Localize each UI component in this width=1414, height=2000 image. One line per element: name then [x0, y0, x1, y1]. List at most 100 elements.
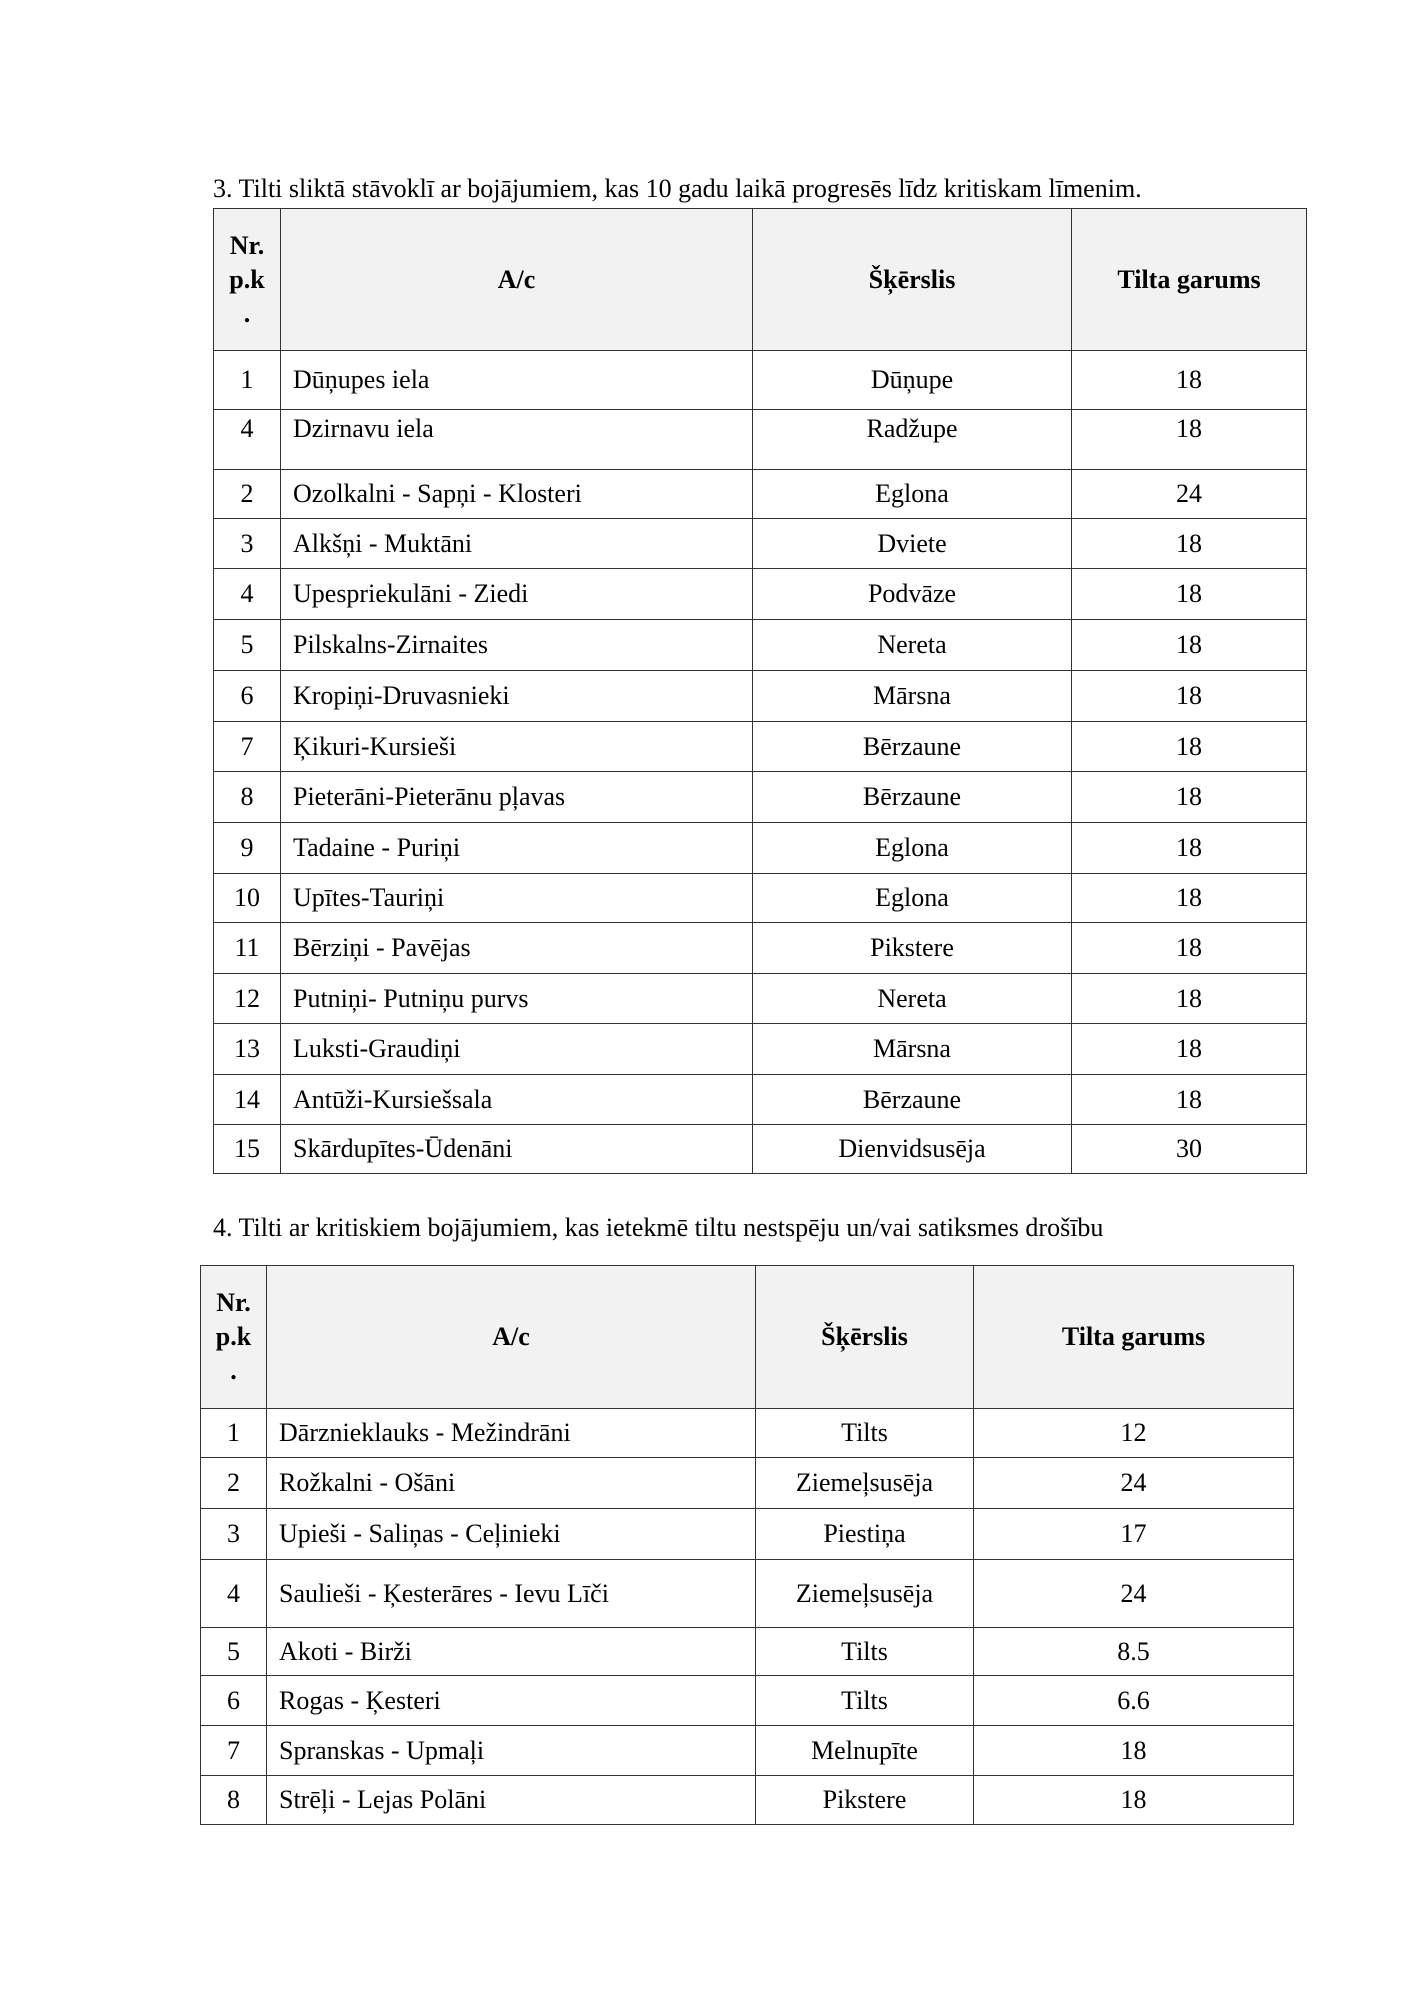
table-row: 4 Saulieši - Ķesterāres - Ievu Līči Ziemeļ… [200, 1559, 1294, 1628]
cell-skerslis: Dienvidsusēja [752, 1124, 1072, 1174]
cell-skerslis: Eglona [752, 469, 1072, 519]
cell-garums: 18 [1071, 973, 1307, 1024]
cell-garums: 18 [1071, 721, 1307, 772]
header-nr: Nr. p.k. [213, 208, 281, 351]
table-critical-bridges: Nr. p.k. A/c Šķērslis Tilta garums 1 Dārz… [200, 1265, 1294, 1825]
cell-skerslis: Dviete [752, 518, 1072, 569]
table-row: 15 Skārdupītes-Ūdenāni Dienvidsusēja 30 [213, 1124, 1307, 1174]
cell-skerslis: Pikstere [752, 922, 1072, 974]
table-row: 5 Pilskalns-Zirnaites Nereta 18 [213, 619, 1307, 671]
cell-nr: 2 [213, 469, 281, 519]
cell-nr: 8 [200, 1775, 267, 1825]
cell-nr: 12 [213, 973, 281, 1024]
cell-ac: Pieterāni-Pieterānu pļavas [280, 771, 753, 823]
cell-skerslis: Eglona [752, 822, 1072, 874]
cell-ac: Spranskas - Upmaļi [266, 1725, 756, 1776]
cell-skerslis: Nereta [752, 619, 1072, 671]
cell-garums: 18 [973, 1725, 1294, 1776]
cell-nr: 8 [213, 771, 281, 823]
cell-ac: Rožkalni - Ošāni [266, 1457, 756, 1509]
cell-garums: 24 [1071, 469, 1307, 519]
table-row: 1 Dārznieklauks - Mežindrāni Tilts 12 [200, 1408, 1294, 1458]
table-row: 11 Bērziņi - Pavējas Pikstere 18 [213, 922, 1307, 974]
cell-garums: 18 [1071, 670, 1307, 722]
cell-ac: Ozolkalni - Sapņi - Klosteri [280, 469, 753, 519]
table-row: 9 Tadaine - Puriņi Eglona 18 [213, 822, 1307, 874]
cell-skerslis: Tilts [755, 1627, 974, 1676]
cell-nr: 7 [200, 1725, 267, 1776]
table-row: 8 Strēļi - Lejas Polāni Pikstere 18 [200, 1775, 1294, 1825]
cell-garums: 18 [1071, 922, 1307, 974]
cell-skerslis: Mārsna [752, 670, 1072, 722]
cell-garums: 17 [973, 1508, 1294, 1560]
table-row: 12 Putniņi- Putniņu purvs Nereta 18 [213, 973, 1307, 1024]
cell-ac: Ķikuri-Kursieši [280, 721, 753, 772]
cell-ac: Antūži-Kursiešsala [280, 1074, 753, 1125]
cell-garums: 18 [1071, 619, 1307, 671]
header-ac: A/c [280, 208, 753, 351]
cell-skerslis: Bērzaune [752, 1074, 1072, 1125]
header-garums: Tilta garums [1071, 208, 1307, 351]
cell-skerslis: Dūņupe [752, 350, 1072, 410]
cell-ac: Luksti-Graudiņi [280, 1023, 753, 1075]
cell-skerslis: Bērzaune [752, 721, 1072, 772]
cell-nr: 13 [213, 1023, 281, 1075]
cell-garums: 18 [1071, 568, 1307, 620]
cell-nr: 5 [200, 1627, 267, 1676]
cell-nr: 9 [213, 822, 281, 874]
cell-ac: Skārdupītes-Ūdenāni [280, 1124, 753, 1174]
table-row: 7 Spranskas - Upmaļi Melnupīte 18 [200, 1725, 1294, 1776]
cell-nr: 2 [200, 1457, 267, 1509]
cell-nr: 10 [213, 873, 281, 923]
cell-nr: 1 [213, 350, 281, 410]
cell-ac: Dūņupes iela [280, 350, 753, 410]
cell-garums: 18 [1071, 518, 1307, 569]
cell-skerslis: Tilts [755, 1408, 974, 1458]
cell-garums: 18 [1071, 409, 1307, 470]
cell-garums: 18 [1071, 350, 1307, 410]
cell-ac: Saulieši - Ķesterāres - Ievu Līči [266, 1559, 756, 1628]
cell-ac: Upītes-Tauriņi [280, 873, 753, 923]
cell-ac: Dārznieklauks - Mežindrāni [266, 1408, 756, 1458]
cell-nr: 1 [200, 1408, 267, 1458]
cell-garums: 18 [1071, 873, 1307, 923]
cell-ac: Tadaine - Puriņi [280, 822, 753, 874]
cell-skerslis: Pikstere [755, 1775, 974, 1825]
cell-ac: Strēļi - Lejas Polāni [266, 1775, 756, 1825]
cell-nr: 6 [213, 670, 281, 722]
header-skerslis: Šķērslis [755, 1265, 974, 1409]
table-row: 13 Luksti-Graudiņi Mārsna 18 [213, 1023, 1307, 1075]
cell-ac: Upespriekulāni - Ziedi [280, 568, 753, 620]
cell-garums: 12 [973, 1408, 1294, 1458]
cell-garums: 18 [1071, 822, 1307, 874]
cell-skerslis: Eglona [752, 873, 1072, 923]
cell-nr: 5 [213, 619, 281, 671]
cell-nr: 4 [213, 409, 281, 470]
cell-ac: Dzirnavu iela [280, 409, 753, 470]
cell-ac: Rogas - Ķesteri [266, 1675, 756, 1726]
cell-garums: 24 [973, 1559, 1294, 1628]
cell-skerslis: Ziemeļsusēja [755, 1559, 974, 1628]
cell-nr: 11 [213, 922, 281, 974]
table-row: 7 Ķikuri-Kursieši Bērzaune 18 [213, 721, 1307, 772]
cell-garums: 18 [1071, 771, 1307, 823]
cell-skerslis: Mārsna [752, 1023, 1072, 1075]
cell-garums: 18 [1071, 1074, 1307, 1125]
cell-skerslis: Radžupe [752, 409, 1072, 470]
cell-skerslis: Nereta [752, 973, 1072, 1024]
cell-nr: 7 [213, 721, 281, 772]
cell-nr: 4 [200, 1559, 267, 1628]
cell-nr: 14 [213, 1074, 281, 1125]
cell-ac: Kropiņi-Druvasnieki [280, 670, 753, 722]
cell-skerslis: Podvāze [752, 568, 1072, 620]
cell-skerslis: Bērzaune [752, 771, 1072, 823]
cell-garums: 24 [973, 1457, 1294, 1509]
cell-garums: 6.6 [973, 1675, 1294, 1726]
table-row: 5 Akoti - Birži Tilts 8.5 [200, 1627, 1294, 1676]
cell-nr: 3 [213, 518, 281, 569]
table-row: 8 Pieterāni-Pieterānu pļavas Bērzaune 18 [213, 771, 1307, 823]
table-row: 2 Rožkalni - Ošāni Ziemeļsusēja 24 [200, 1457, 1294, 1509]
cell-nr: 3 [200, 1508, 267, 1560]
header-nr: Nr. p.k. [200, 1265, 267, 1409]
cell-garums: 30 [1071, 1124, 1307, 1174]
